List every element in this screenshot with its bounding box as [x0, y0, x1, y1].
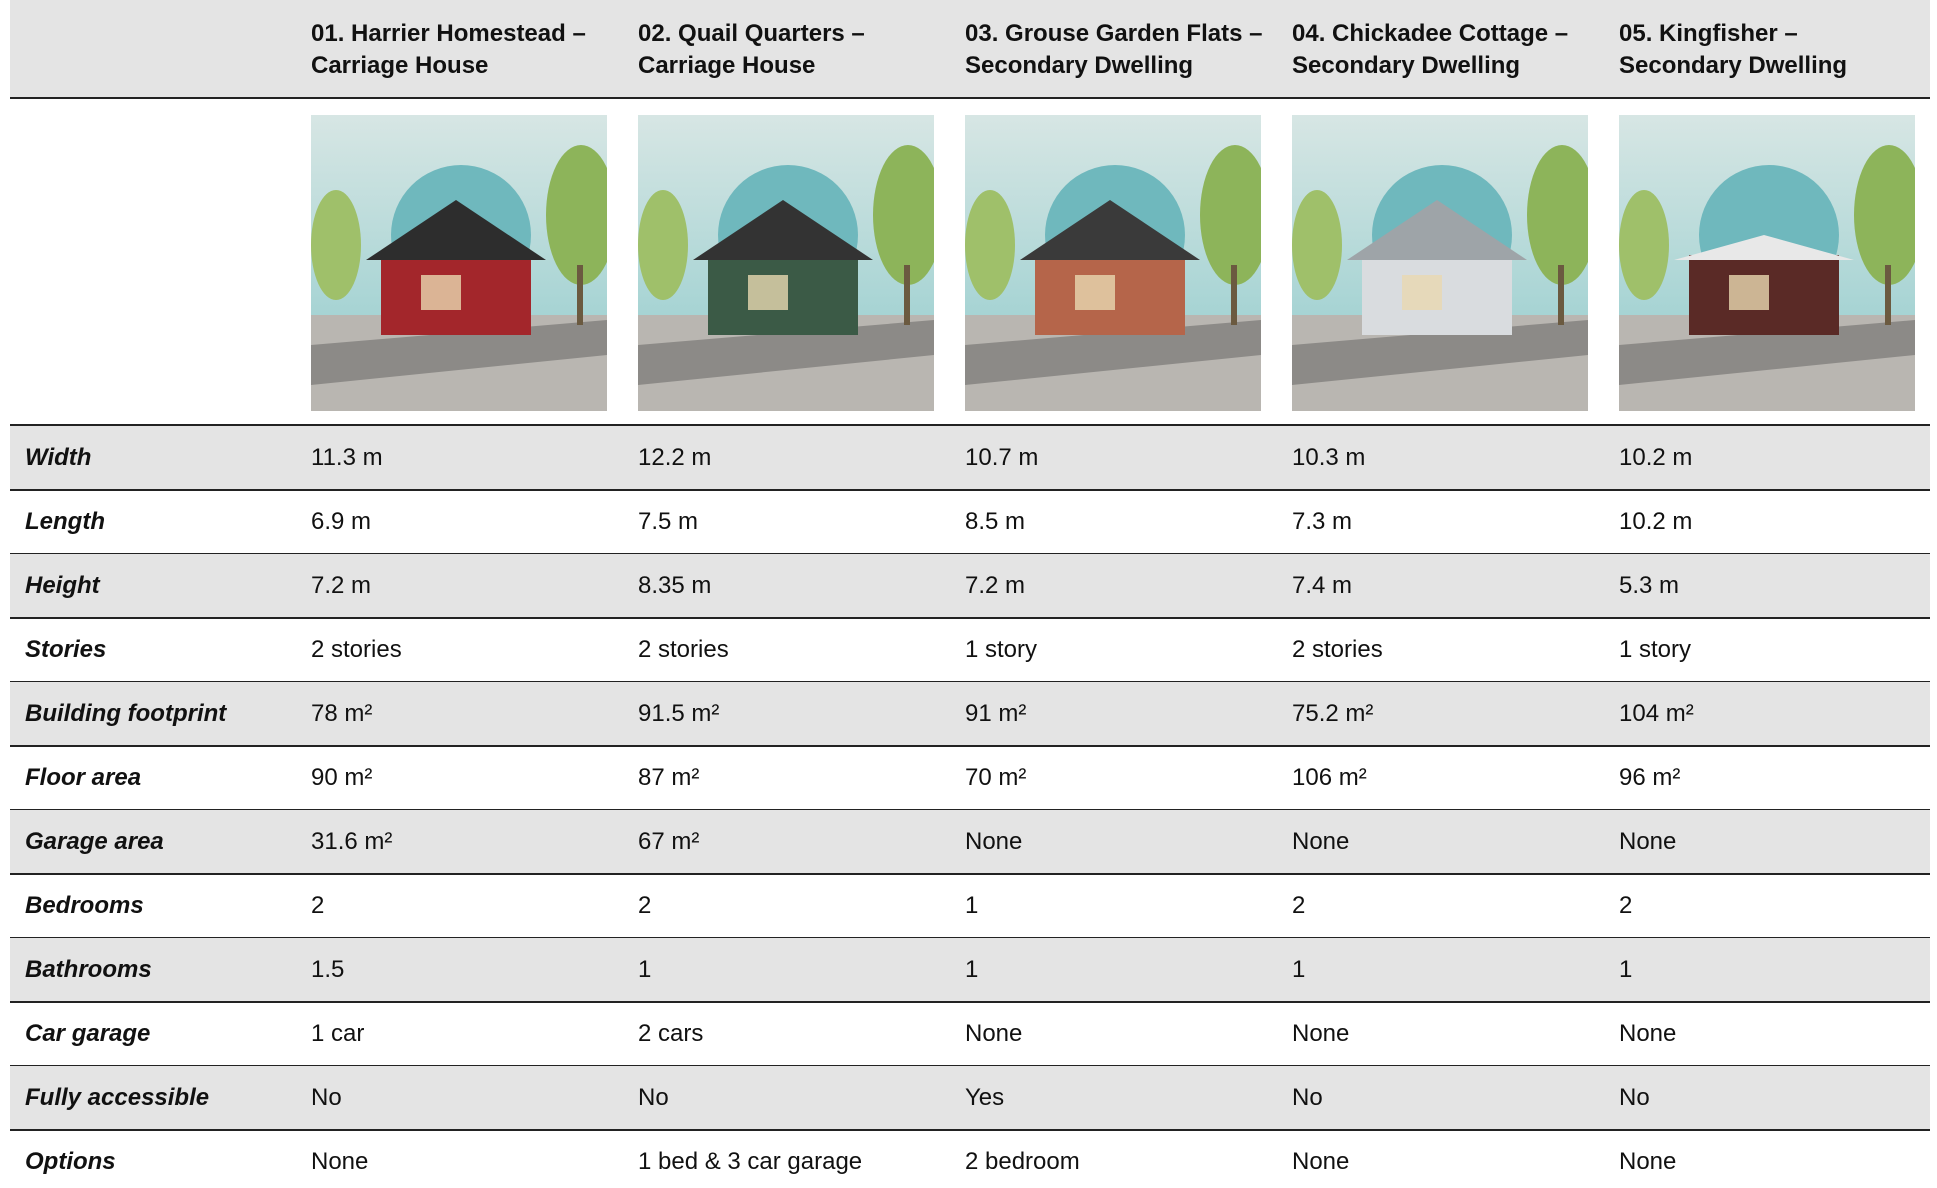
cell-value: 2 cars	[623, 1002, 949, 1066]
cell-value: 90 m²	[296, 746, 622, 810]
cell-value: 31.6 m²	[296, 810, 622, 874]
cell-value: 7.4 m	[1277, 554, 1603, 618]
house-illustration	[311, 115, 607, 411]
cell-value: 78 m²	[296, 682, 622, 746]
cell-value: None	[950, 810, 1276, 874]
cell-value: None	[1277, 1130, 1603, 1188]
row-label: Garage area	[10, 810, 296, 874]
cell-value: 1 car	[296, 1002, 622, 1066]
cell-value: 2 stories	[296, 618, 622, 682]
cell-value: No	[1604, 1066, 1930, 1130]
cell-value: 1	[950, 938, 1276, 1002]
row-label: Car garage	[10, 1002, 296, 1066]
column-title: 05. Kingfisher – Secondary Dwelling	[1604, 0, 1930, 99]
cell-value: 2	[1604, 874, 1930, 938]
cell-value: 1 story	[950, 618, 1276, 682]
cell-value: None	[1604, 1002, 1930, 1066]
cell-value: 10.2 m	[1604, 490, 1930, 554]
cell-value: 70 m²	[950, 746, 1276, 810]
cell-value: 87 m²	[623, 746, 949, 810]
house-illustration	[638, 115, 934, 411]
cell-value: 91.5 m²	[623, 682, 949, 746]
cell-value: 12.2 m	[623, 426, 949, 490]
cell-value: 1 bed & 3 car garage	[623, 1130, 949, 1188]
cell-value: 7.5 m	[623, 490, 949, 554]
row-label: Options	[10, 1130, 296, 1188]
column-title: 01. Harrier Homestead – Carriage House	[296, 0, 622, 99]
column-title: 04. Chickadee Cottage – Secondary Dwelli…	[1277, 0, 1603, 99]
row-label: Stories	[10, 618, 296, 682]
row-label: Fully accessible	[10, 1066, 296, 1130]
cell-value: None	[296, 1130, 622, 1188]
cell-value: 7.2 m	[296, 554, 622, 618]
row-label: Floor area	[10, 746, 296, 810]
cell-value: 6.9 m	[296, 490, 622, 554]
cell-value: 91 m²	[950, 682, 1276, 746]
column-title: 02. Quail Quarters – Carriage House	[623, 0, 949, 99]
cell-value: 10.7 m	[950, 426, 1276, 490]
cell-value: 1	[1604, 938, 1930, 1002]
row-label: Bedrooms	[10, 874, 296, 938]
row-label: Height	[10, 554, 296, 618]
house-illustration	[965, 115, 1261, 411]
cell-value: 96 m²	[1604, 746, 1930, 810]
cell-value: None	[1604, 1130, 1930, 1188]
column-title: 03. Grouse Garden Flats – Secondary Dwel…	[950, 0, 1276, 99]
cell-value: No	[623, 1066, 949, 1130]
cell-value: 1.5	[296, 938, 622, 1002]
cell-value: 75.2 m²	[1277, 682, 1603, 746]
cell-value: 2	[623, 874, 949, 938]
cell-value: 1	[950, 874, 1276, 938]
row-label: Bathrooms	[10, 938, 296, 1002]
cell-value: 2	[296, 874, 622, 938]
cell-value: 10.3 m	[1277, 426, 1603, 490]
row-label: Building footprint	[10, 682, 296, 746]
cell-value: 1	[623, 938, 949, 1002]
house-illustration	[1292, 115, 1588, 411]
cell-value: 106 m²	[1277, 746, 1603, 810]
row-label: Width	[10, 426, 296, 490]
cell-value: None	[1277, 810, 1603, 874]
cell-value: None	[1604, 810, 1930, 874]
cell-value: 10.2 m	[1604, 426, 1930, 490]
cell-value: 8.5 m	[950, 490, 1276, 554]
cell-value: 2 stories	[1277, 618, 1603, 682]
cell-value: 1	[1277, 938, 1603, 1002]
row-label: Length	[10, 490, 296, 554]
comparison-table: 01. Harrier Homestead – Carriage House02…	[0, 0, 1937, 1188]
cell-value: Yes	[950, 1066, 1276, 1130]
cell-value: 5.3 m	[1604, 554, 1930, 618]
cell-value: 2 stories	[623, 618, 949, 682]
cell-value: None	[950, 1002, 1276, 1066]
cell-value: 67 m²	[623, 810, 949, 874]
cell-value: 8.35 m	[623, 554, 949, 618]
cell-value: 7.3 m	[1277, 490, 1603, 554]
cell-value: 2 bedroom	[950, 1130, 1276, 1188]
cell-value: None	[1277, 1002, 1603, 1066]
cell-value: No	[296, 1066, 622, 1130]
cell-value: 7.2 m	[950, 554, 1276, 618]
house-illustration	[1619, 115, 1915, 411]
cell-value: 104 m²	[1604, 682, 1930, 746]
cell-value: No	[1277, 1066, 1603, 1130]
cell-value: 2	[1277, 874, 1603, 938]
cell-value: 11.3 m	[296, 426, 622, 490]
cell-value: 1 story	[1604, 618, 1930, 682]
